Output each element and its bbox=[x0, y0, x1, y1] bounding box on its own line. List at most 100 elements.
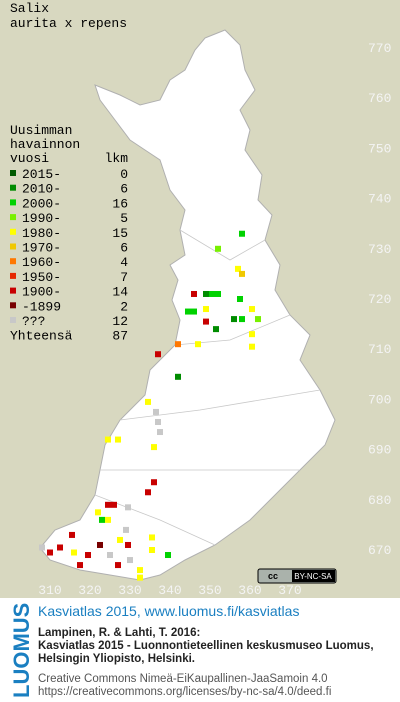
legend-label: 1950- bbox=[22, 270, 61, 285]
legend-count: 0 bbox=[120, 167, 128, 182]
observation-square bbox=[153, 408, 159, 415]
observation-square bbox=[203, 306, 209, 313]
legend-count: 14 bbox=[112, 285, 128, 300]
observation-square bbox=[215, 245, 221, 252]
y-tick-label: 740 bbox=[368, 192, 391, 207]
observation-square bbox=[215, 290, 221, 297]
x-tick-label: 310 bbox=[38, 583, 61, 598]
citation-line: Lampinen, R. & Lahti, T. 2016: bbox=[38, 627, 200, 639]
legend-swatch bbox=[10, 184, 16, 191]
legend-label: 1990- bbox=[22, 211, 61, 226]
observation-square bbox=[39, 544, 45, 551]
observation-square bbox=[175, 373, 181, 380]
legend-swatch bbox=[10, 258, 16, 265]
x-tick-label: 320 bbox=[78, 583, 101, 598]
luomus-logo: LUOMUS bbox=[9, 603, 34, 698]
citation-line: Kasviatlas 2015 - Luonnontieteellinen ke… bbox=[38, 640, 374, 652]
observation-square bbox=[155, 418, 161, 425]
observation-square bbox=[185, 308, 191, 315]
observation-square bbox=[237, 296, 243, 302]
legend-label: 2015- bbox=[22, 167, 61, 182]
observation-square bbox=[203, 318, 209, 325]
observation-square bbox=[151, 444, 157, 451]
observation-square bbox=[239, 316, 245, 323]
y-tick-label: 760 bbox=[368, 91, 391, 106]
badge-cc: cc bbox=[268, 571, 278, 581]
observation-square bbox=[47, 549, 53, 556]
legend-count: 5 bbox=[120, 211, 128, 226]
observation-square bbox=[115, 562, 121, 569]
observation-square bbox=[57, 544, 63, 551]
x-tick-label: 330 bbox=[118, 583, 141, 598]
x-tick-label: 350 bbox=[198, 583, 221, 598]
legend-count: 16 bbox=[112, 196, 128, 211]
y-tick-label: 710 bbox=[368, 342, 391, 357]
observation-square bbox=[239, 270, 245, 277]
legend-swatch bbox=[10, 243, 16, 250]
legend-count: 15 bbox=[112, 226, 128, 241]
y-tick-label: 670 bbox=[368, 543, 391, 558]
observation-square bbox=[151, 479, 157, 486]
observation-square bbox=[97, 541, 103, 548]
badge-text: BY-NC-SA bbox=[294, 572, 332, 581]
footer-headline: Kasviatlas 2015, www.luomus.fi/kasviatla… bbox=[38, 603, 299, 619]
y-tick-label: 690 bbox=[368, 443, 391, 458]
observation-square bbox=[85, 552, 91, 559]
observation-square bbox=[249, 306, 255, 313]
legend-label: 1980- bbox=[22, 226, 61, 241]
legend-count: 7 bbox=[120, 270, 128, 285]
y-tick-label: 680 bbox=[368, 493, 391, 508]
y-tick-label: 720 bbox=[368, 292, 391, 307]
observation-square bbox=[149, 547, 155, 553]
y-tick-label: 770 bbox=[368, 41, 391, 56]
citation-line: Helsingin Yliopisto, Helsinki. bbox=[38, 653, 195, 665]
legend-count: 12 bbox=[112, 314, 128, 329]
legend-total: 87 bbox=[112, 329, 128, 344]
species-name: aurita x repens bbox=[10, 16, 127, 31]
legend-swatch bbox=[10, 272, 16, 279]
observation-square bbox=[77, 562, 83, 569]
legend-swatch bbox=[10, 199, 16, 206]
observation-square bbox=[95, 509, 101, 516]
y-tick-label: 700 bbox=[368, 392, 391, 407]
legend-swatch bbox=[10, 214, 16, 221]
legend-count: 6 bbox=[120, 182, 128, 197]
observation-square bbox=[107, 552, 113, 559]
legend-label: ??? bbox=[22, 314, 45, 329]
observation-square bbox=[137, 567, 143, 574]
legend-swatch bbox=[10, 287, 16, 294]
observation-square bbox=[203, 290, 209, 297]
observation-square bbox=[105, 436, 111, 443]
legend-swatch bbox=[10, 317, 16, 323]
observation-square bbox=[145, 489, 151, 496]
observation-square bbox=[125, 504, 131, 511]
x-tick-label: 360 bbox=[238, 583, 261, 598]
observation-square bbox=[105, 501, 111, 508]
legend-total-label: Yhteensä bbox=[10, 329, 73, 344]
species-genus: Salix bbox=[10, 1, 49, 16]
cc-badge: cc BY-NC-SA bbox=[257, 568, 337, 584]
legend-header: Uusimman bbox=[10, 123, 72, 138]
license-line: https://creativecommons.org/licenses/by-… bbox=[38, 686, 331, 698]
observation-square bbox=[235, 265, 241, 272]
observation-square bbox=[115, 436, 121, 443]
legend-header: havainnon bbox=[10, 137, 80, 152]
observation-square bbox=[239, 230, 245, 237]
observation-square bbox=[231, 316, 237, 323]
region-borders bbox=[94, 229, 321, 546]
legend-label: 2010- bbox=[22, 182, 61, 197]
legend-swatch bbox=[10, 228, 16, 235]
observation-square bbox=[149, 534, 155, 541]
legend-header: vuosi bbox=[10, 151, 49, 166]
observation-square bbox=[155, 351, 161, 358]
legend-count: 2 bbox=[120, 299, 128, 314]
legend-label: 2000- bbox=[22, 196, 61, 211]
legend-label: -1899 bbox=[22, 299, 61, 314]
observation-square bbox=[175, 341, 181, 348]
observation-square bbox=[105, 516, 111, 523]
legend-swatch bbox=[10, 170, 16, 176]
observation-square bbox=[145, 398, 151, 405]
observation-square bbox=[255, 316, 261, 323]
